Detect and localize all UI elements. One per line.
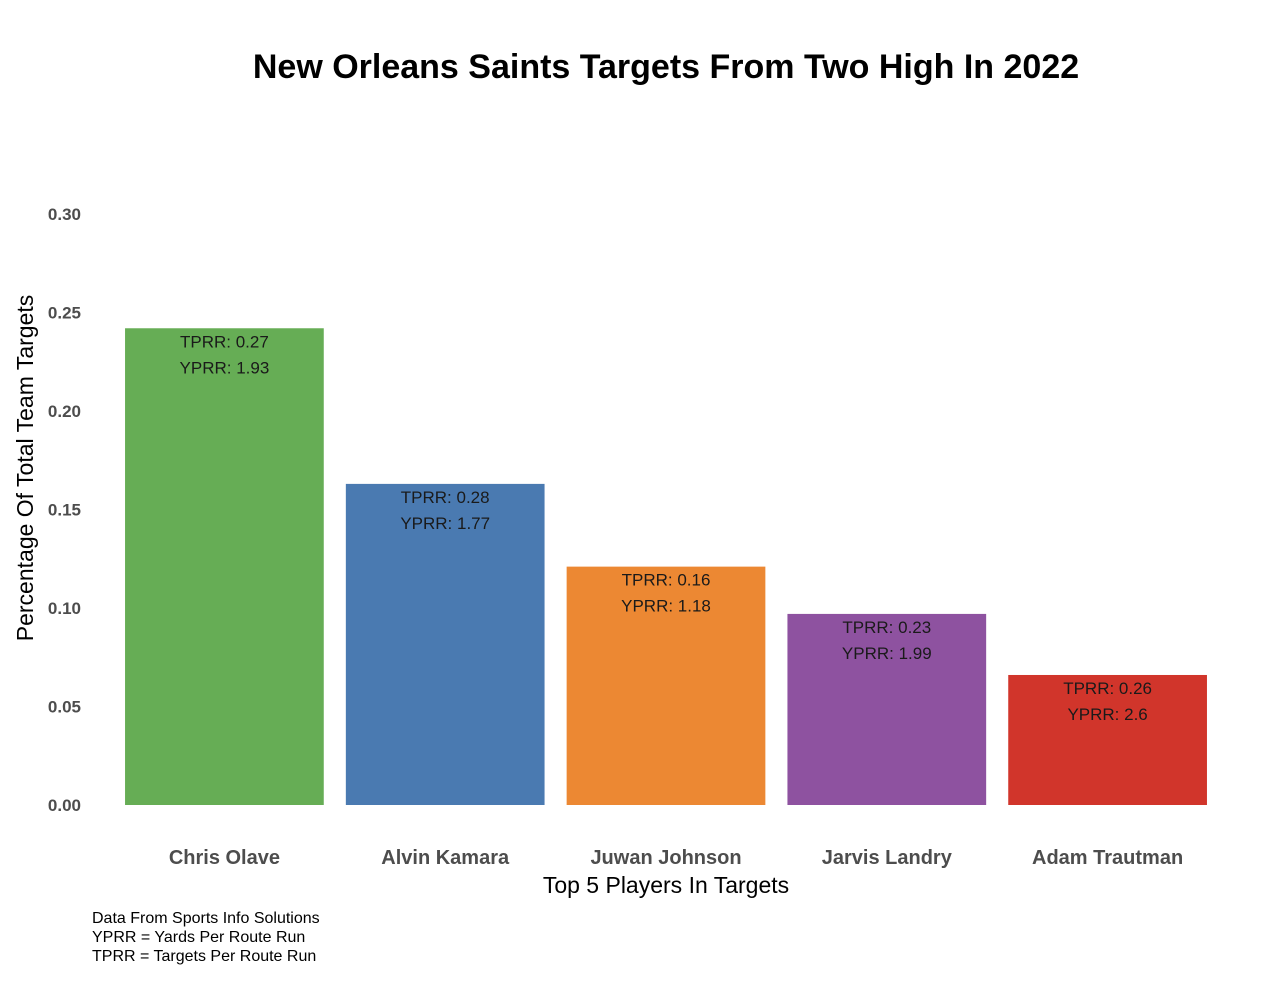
bar-data-label: TPRR: 0.23 [842,618,931,637]
bar-data-labels: TPRR: 0.27 YPRR: 1.93 TPRR: 0.28 YPRR: 1.77… [180,332,1152,724]
bar-data-label: YPRR: 1.99 [842,644,932,663]
y-tick-label: 0.15 [48,501,81,520]
bar-data-label: YPRR: 1.18 [621,597,711,616]
caption-line-source: Data From Sports Info Solutions [92,910,320,927]
chart-title: New Orleans Saints Targets From Two High… [253,48,1079,86]
bar-data-label: TPRR: 0.27 [180,332,269,351]
y-axis-ticks: 0.00 0.05 0.10 0.15 0.20 0.25 0.30 [48,205,81,815]
bar [345,483,545,805]
bar-data-label: TPRR: 0.28 [401,488,490,507]
bar-data-label: TPRR: 0.16 [622,571,711,590]
bar-data-label: YPRR: 1.77 [400,514,490,533]
bar [125,328,324,805]
x-tick-label: Jarvis Landry [822,847,953,869]
x-tick-label: Chris Olave [169,847,280,869]
bars [125,328,1207,805]
y-axis-title: Percentage Of Total Team Targets [12,295,38,641]
bar-data-label: TPRR: 0.26 [1063,679,1152,698]
caption-line-tprr: TPRR = Targets Per Route Run [92,948,316,965]
x-tick-label: Adam Trautman [1032,847,1183,869]
x-tick-label: Juwan Johnson [590,847,741,869]
caption-line-yprr: YPRR = Yards Per Route Run [92,929,305,946]
bar [566,566,766,805]
x-axis-title: Top 5 Players In Targets [543,872,789,898]
bar-data-label: YPRR: 2.6 [1067,705,1147,724]
y-tick-label: 0.20 [48,402,81,421]
bar-data-label: YPRR: 1.93 [180,358,270,377]
y-tick-label: 0.25 [48,304,81,323]
chart-caption: Data From Sports Info Solutions YPRR = Y… [92,910,320,965]
y-tick-label: 0.05 [48,698,81,717]
y-tick-label: 0.10 [48,599,81,618]
y-tick-label: 0.00 [48,796,81,815]
bar [787,613,987,805]
x-axis-ticks: Chris Olave Alvin Kamara Juwan Johnson Jarv… [169,847,1183,869]
y-tick-label: 0.30 [48,205,81,224]
bar [1008,674,1207,805]
x-tick-label: Alvin Kamara [381,847,510,869]
